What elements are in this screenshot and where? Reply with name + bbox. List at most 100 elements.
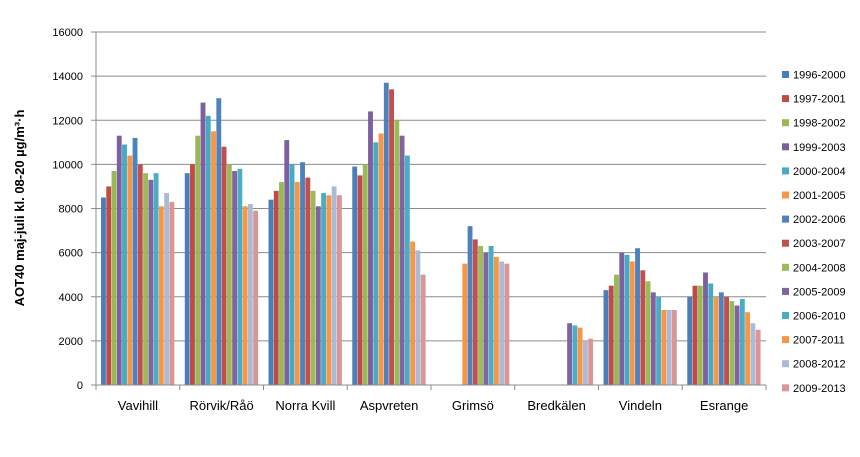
x-category-label: Norra Kvill bbox=[275, 398, 335, 413]
bar bbox=[368, 111, 373, 386]
y-tick-label: 4000 bbox=[59, 292, 83, 304]
x-category-label: Bredkälen bbox=[527, 398, 586, 413]
bar bbox=[242, 206, 248, 385]
bar bbox=[713, 296, 719, 385]
y-tick-label: 0 bbox=[77, 380, 83, 392]
legend-label: 2007-2011 bbox=[793, 335, 845, 347]
bar bbox=[315, 206, 321, 385]
bar bbox=[221, 146, 227, 385]
x-category-label: Aspvreten bbox=[360, 398, 419, 413]
bar bbox=[729, 301, 735, 385]
legend-swatch bbox=[782, 263, 789, 271]
bar bbox=[164, 193, 170, 385]
bar bbox=[127, 155, 133, 385]
bar bbox=[608, 285, 614, 385]
y-tick-label: 6000 bbox=[59, 248, 83, 260]
bar bbox=[755, 329, 761, 385]
legend-label: 1997-2001 bbox=[793, 94, 846, 106]
bar bbox=[572, 325, 578, 385]
bar bbox=[488, 246, 494, 385]
legend-swatch bbox=[782, 167, 789, 175]
legend-label: 2008-2012 bbox=[793, 359, 846, 371]
bar bbox=[247, 204, 253, 385]
legend-swatch bbox=[782, 239, 789, 247]
bar bbox=[357, 175, 363, 385]
bar bbox=[106, 186, 112, 385]
bar bbox=[404, 155, 410, 385]
bar bbox=[666, 309, 672, 385]
y-tick-label: 14000 bbox=[52, 71, 83, 83]
y-tick-label: 8000 bbox=[59, 204, 83, 216]
legend-swatch bbox=[782, 215, 789, 223]
x-category-label: Grimsö bbox=[452, 398, 494, 413]
bar bbox=[567, 323, 573, 385]
legend-label: 1998-2002 bbox=[793, 118, 846, 130]
x-category-label: Rörvik/Råö bbox=[189, 398, 253, 413]
bar bbox=[216, 98, 222, 385]
x-category-label: Vindeln bbox=[619, 398, 662, 413]
bar bbox=[289, 164, 295, 385]
bar bbox=[582, 340, 588, 385]
legend-label: 2003-2007 bbox=[793, 238, 846, 250]
legend-label: 2000-2004 bbox=[793, 166, 846, 178]
bar bbox=[614, 274, 619, 385]
y-tick-label: 16000 bbox=[52, 27, 83, 39]
legend-swatch bbox=[782, 71, 789, 78]
bar bbox=[472, 239, 478, 385]
bar bbox=[624, 254, 630, 385]
bar bbox=[645, 281, 651, 385]
bar bbox=[467, 226, 473, 385]
bar bbox=[184, 173, 190, 385]
legend-swatch bbox=[782, 143, 789, 151]
bar bbox=[724, 296, 729, 385]
y-axis-title: AOT40 maj-juli kl. 08-20 µg/m³·h bbox=[12, 110, 27, 307]
bar bbox=[331, 186, 337, 385]
bar bbox=[734, 305, 740, 385]
bar bbox=[650, 292, 656, 385]
bar bbox=[483, 252, 489, 385]
bars bbox=[101, 82, 761, 386]
bar bbox=[352, 166, 358, 385]
bar bbox=[148, 179, 154, 385]
y-tick-label: 2000 bbox=[59, 336, 83, 348]
bar bbox=[137, 164, 143, 385]
bar bbox=[169, 201, 175, 385]
legend-swatch bbox=[782, 360, 789, 368]
bar bbox=[394, 120, 400, 385]
bar bbox=[111, 170, 117, 385]
bar bbox=[692, 285, 698, 385]
bar bbox=[158, 206, 164, 385]
bar bbox=[671, 309, 677, 385]
bar bbox=[211, 131, 216, 385]
bar bbox=[656, 296, 662, 385]
bar bbox=[410, 241, 416, 385]
bar bbox=[310, 190, 316, 385]
y-tick-label: 10000 bbox=[52, 159, 83, 171]
bar bbox=[132, 137, 138, 385]
legend-swatch bbox=[782, 119, 789, 127]
bar bbox=[200, 102, 206, 385]
legend: 1996-2000 1997-2001 1998-2002 1999-2003 2000… bbox=[782, 70, 846, 395]
bar bbox=[629, 261, 635, 385]
bar bbox=[101, 197, 106, 385]
legend-label: 2004-2008 bbox=[793, 262, 846, 274]
x-category-label: Vavihill bbox=[118, 398, 158, 413]
bar bbox=[462, 263, 468, 385]
bar bbox=[718, 292, 724, 385]
legend-swatch bbox=[782, 191, 789, 199]
bar bbox=[383, 82, 389, 386]
bar bbox=[205, 115, 211, 386]
bar bbox=[232, 170, 238, 385]
bar bbox=[122, 144, 127, 385]
x-category-label: Esrange bbox=[700, 398, 748, 413]
bar bbox=[420, 274, 426, 385]
bar bbox=[661, 309, 667, 385]
bar bbox=[603, 290, 609, 385]
bar bbox=[708, 283, 714, 385]
legend-label: 2001-2005 bbox=[793, 190, 846, 202]
bar bbox=[305, 177, 311, 385]
legend-label: 1996-2000 bbox=[793, 70, 846, 82]
y-tick-label: 12000 bbox=[52, 115, 83, 127]
legend-label: 1999-2003 bbox=[793, 142, 846, 154]
